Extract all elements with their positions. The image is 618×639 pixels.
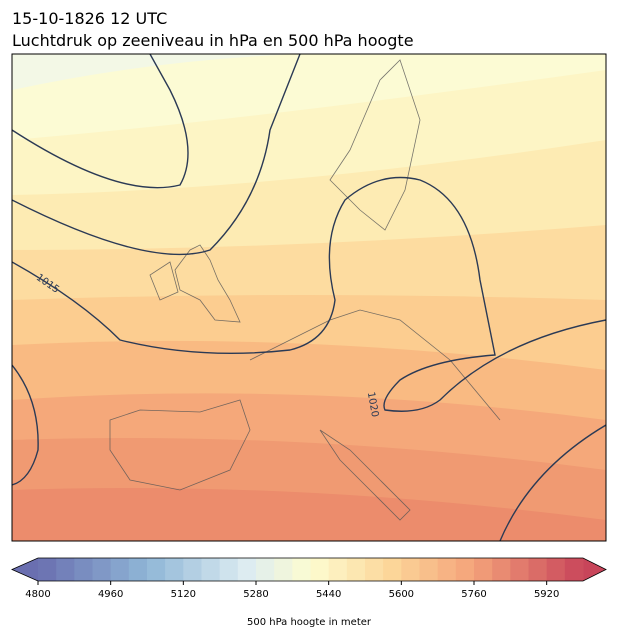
colorbar-tick-label: 5600 — [389, 589, 414, 600]
colorbar-bin — [256, 558, 275, 581]
colorbar-bin — [237, 558, 257, 581]
colorbar-bin — [564, 558, 584, 581]
coastline — [174, 244, 241, 323]
colorbar-tick-label: 4960 — [98, 589, 123, 600]
colorbar-bin — [292, 558, 311, 581]
colorbar-bin — [274, 558, 293, 581]
colorbar-tick-label: 5440 — [316, 589, 341, 600]
colorbar-bin — [147, 558, 166, 581]
colorbar-tick-label: 5920 — [534, 589, 559, 600]
colorbar-bin — [492, 558, 511, 581]
colorbar-bin — [201, 558, 221, 581]
colorbar-bin — [165, 558, 184, 581]
coastline — [249, 309, 501, 421]
coastline — [319, 429, 411, 521]
contour-label: 1020 — [365, 391, 380, 418]
title: 15-10-1826 12 UTC — [12, 9, 167, 28]
colorbar-extend — [12, 558, 38, 581]
colorbar-bin — [219, 558, 239, 581]
map-frame — [11, 53, 607, 542]
colorbar-bin — [110, 558, 130, 581]
colorbar-bin — [383, 558, 402, 581]
coastline — [109, 399, 251, 491]
colorbar-bin — [510, 558, 529, 581]
band — [12, 488, 606, 541]
map: 1015 1020 — [11, 53, 607, 542]
colorbar-bin — [74, 558, 93, 581]
colorbar-bin — [546, 558, 566, 581]
colorbar-bin — [128, 558, 148, 581]
isobar — [12, 54, 301, 256]
colorbar-bin — [401, 558, 420, 581]
colorbar-bin — [365, 558, 384, 581]
isobar — [12, 364, 39, 486]
isobar — [499, 424, 606, 541]
colorbar-bin — [92, 558, 112, 581]
coastline — [329, 59, 421, 231]
colorbar-tick-label: 5760 — [461, 589, 486, 600]
colorbar-tick-label: 4800 — [25, 589, 50, 600]
colorbar-bin — [437, 558, 457, 581]
colorbar-bin — [474, 558, 493, 581]
colorbar-bin — [455, 558, 475, 581]
colorbar-bin — [419, 558, 439, 581]
subtitle: Luchtdruk op zeeniveau in hPa en 500 hPa… — [12, 31, 414, 50]
colorbar-bin — [56, 558, 75, 581]
colorbar-tick-label: 5280 — [243, 589, 268, 600]
isobar — [12, 54, 189, 189]
isobar — [12, 176, 606, 412]
colorbar-extend — [583, 558, 606, 581]
colorbar-label: 500 hPa hoogte in meter — [247, 617, 372, 628]
coastline — [149, 261, 179, 301]
colorbar-bin — [38, 558, 57, 581]
colorbar-bin — [528, 558, 548, 581]
colorbar-tick-label: 5120 — [171, 589, 196, 600]
colorbar-bin — [346, 558, 366, 581]
colorbar-bin — [310, 558, 330, 581]
colorbar: 4800 4960 5120 5280 5440 5600 5760 5920 — [11, 557, 607, 600]
colorbar-bin — [328, 558, 348, 581]
colorbar-bin — [183, 558, 202, 581]
